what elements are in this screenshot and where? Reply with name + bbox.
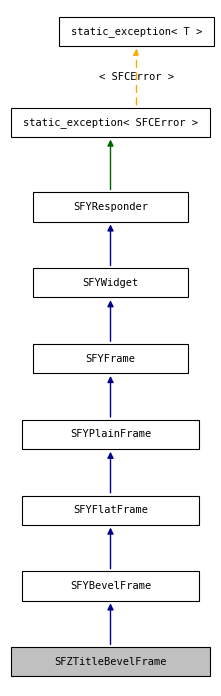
FancyBboxPatch shape — [32, 344, 189, 373]
Text: SFYPlainFrame: SFYPlainFrame — [70, 429, 151, 439]
Text: SFYWidget: SFYWidget — [82, 278, 139, 288]
Text: SFYFrame: SFYFrame — [86, 354, 135, 363]
FancyBboxPatch shape — [11, 108, 210, 136]
Text: < SFCError >: < SFCError > — [99, 72, 174, 81]
Text: SFYBevelFrame: SFYBevelFrame — [70, 581, 151, 591]
Text: static_exception< SFCError >: static_exception< SFCError > — [23, 117, 198, 127]
FancyBboxPatch shape — [22, 420, 199, 449]
FancyBboxPatch shape — [11, 647, 210, 677]
FancyBboxPatch shape — [22, 496, 199, 525]
Text: SFYResponder: SFYResponder — [73, 202, 148, 212]
FancyBboxPatch shape — [22, 571, 199, 601]
FancyBboxPatch shape — [32, 193, 189, 221]
Text: static_exception< T >: static_exception< T > — [71, 26, 202, 37]
Text: SFYFlatFrame: SFYFlatFrame — [73, 505, 148, 515]
FancyBboxPatch shape — [32, 268, 189, 297]
Text: SFZTitleBevelFrame: SFZTitleBevelFrame — [54, 657, 167, 667]
FancyBboxPatch shape — [59, 17, 214, 46]
